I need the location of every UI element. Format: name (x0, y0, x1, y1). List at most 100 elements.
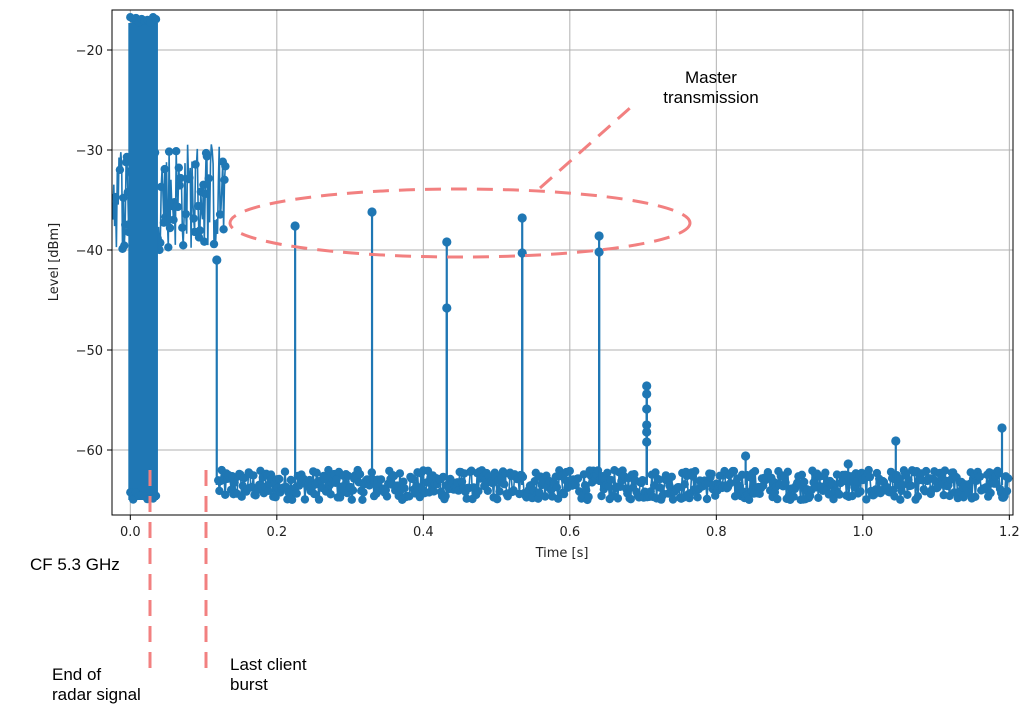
noise-floor-point (565, 466, 574, 476)
noise-floor-point (906, 481, 916, 490)
noise-floor-point (744, 495, 754, 504)
noise-floor-point (667, 472, 676, 481)
noise-floor-point (441, 491, 450, 501)
noise-floor-point (921, 466, 931, 476)
radar-end-label: End of radar signal (52, 665, 141, 705)
noise-floor-point (828, 479, 837, 488)
data-series (112, 13, 1013, 505)
noise-floor-point (474, 487, 483, 496)
noise-floor-point (332, 475, 341, 484)
peak-point (741, 451, 751, 461)
noise-floor-point (359, 488, 368, 497)
noise-floor-point (898, 480, 907, 490)
noise-floor-point (286, 475, 296, 485)
noise-floor-point (534, 494, 543, 503)
noise-floor-point (693, 493, 702, 502)
noise-floor-point (312, 468, 321, 477)
noise-floor-point (439, 472, 448, 482)
noise-floor-point (835, 490, 844, 499)
y-tick-label: −20 (76, 44, 103, 59)
noise-floor-point (292, 489, 301, 498)
peak-point (891, 436, 901, 446)
noise-floor-point (348, 486, 358, 495)
noise-floor-point (655, 483, 665, 492)
y-axis-label: Level [dBm] (47, 223, 62, 301)
noise-floor-point (971, 492, 980, 501)
grid (112, 10, 1013, 515)
x-tick-label: 1.0 (852, 525, 873, 540)
noise-floor-point (457, 477, 467, 486)
noise-floor-point (408, 474, 417, 484)
noise-floor-point (800, 477, 809, 487)
noise-floor-point (376, 475, 386, 484)
noise-floor-point (500, 480, 509, 489)
noise-floor-point (864, 465, 873, 475)
peak-point (642, 427, 652, 437)
noise-floor-point (355, 470, 365, 479)
noise-floor-point (702, 494, 712, 504)
peak-point (843, 459, 853, 469)
noise-floor-point (651, 468, 660, 477)
noise-floor-point (429, 487, 439, 496)
peak-point (212, 255, 222, 265)
peak-point (517, 248, 527, 258)
noise-floor-point (493, 495, 502, 504)
peak-point (367, 207, 377, 217)
master-transmission-pointer (539, 106, 631, 190)
noise-floor-point (584, 492, 593, 502)
noise-floor-point (239, 473, 249, 483)
master-transmission-line2: transmission (663, 88, 759, 107)
noise-floor-point (582, 486, 591, 495)
noise-floor-point (395, 469, 405, 478)
noise-floor-point (781, 478, 790, 487)
plot-frame (111, 9, 1014, 516)
radar-signal-block (128, 23, 158, 500)
noise-floor-point (862, 495, 871, 504)
noise-floor-point (626, 495, 635, 504)
peak-point (642, 420, 652, 430)
annotation-shapes (148, 106, 692, 678)
noise-floor-point (896, 495, 905, 504)
master-transmission-ellipse (228, 187, 692, 259)
noise-floor-point (552, 483, 562, 492)
noise-floor-point (750, 467, 760, 476)
noise-floor-point (275, 474, 284, 484)
x-tick-label: 0.6 (559, 525, 580, 540)
x-tick-label: 0.0 (120, 525, 141, 540)
peak-point (642, 381, 652, 391)
peak-point (642, 404, 652, 414)
noise-floor-point (630, 470, 639, 479)
noise-floor-point (573, 474, 583, 483)
noise-floor-point (280, 467, 290, 476)
noise-floor-point (483, 486, 492, 495)
noise-floor-point (814, 493, 823, 502)
peak-point (642, 389, 652, 399)
peak-point (290, 221, 300, 231)
x-axis-label: Time [s] (535, 546, 589, 561)
master-transmission-line1: Master (685, 68, 737, 87)
last-client-burst-line1: Last client (230, 655, 307, 674)
noise-floor-point (829, 495, 838, 504)
noise-floor-point (797, 470, 807, 479)
noise-floor-point (1004, 474, 1013, 483)
noise-floor-point (264, 486, 273, 495)
noise-floor-point (597, 491, 606, 501)
noise-floor-point (613, 494, 623, 503)
y-tick-label: −50 (76, 344, 103, 359)
noise-floor-point (249, 471, 258, 480)
noise-floor-point (230, 478, 239, 487)
noise-floor-point (986, 488, 995, 498)
x-tick-label: 0.8 (706, 525, 727, 540)
noise-floor-point (603, 468, 612, 477)
noise-floor-point (300, 495, 310, 504)
noise-floor-point (535, 488, 544, 497)
peak-point (997, 423, 1007, 433)
noise-floor-point (399, 477, 408, 486)
noise-floor-point (221, 490, 230, 499)
x-tick-label: 0.4 (413, 525, 434, 540)
peak-point (442, 237, 452, 247)
noise-floor-point (856, 487, 865, 496)
noise-floor-point (314, 495, 324, 504)
ticks: 0.0 0.2 0.4 0.6 0.8 1.0 1.2 −20 −30 −40 −50 −60 (76, 44, 1020, 540)
